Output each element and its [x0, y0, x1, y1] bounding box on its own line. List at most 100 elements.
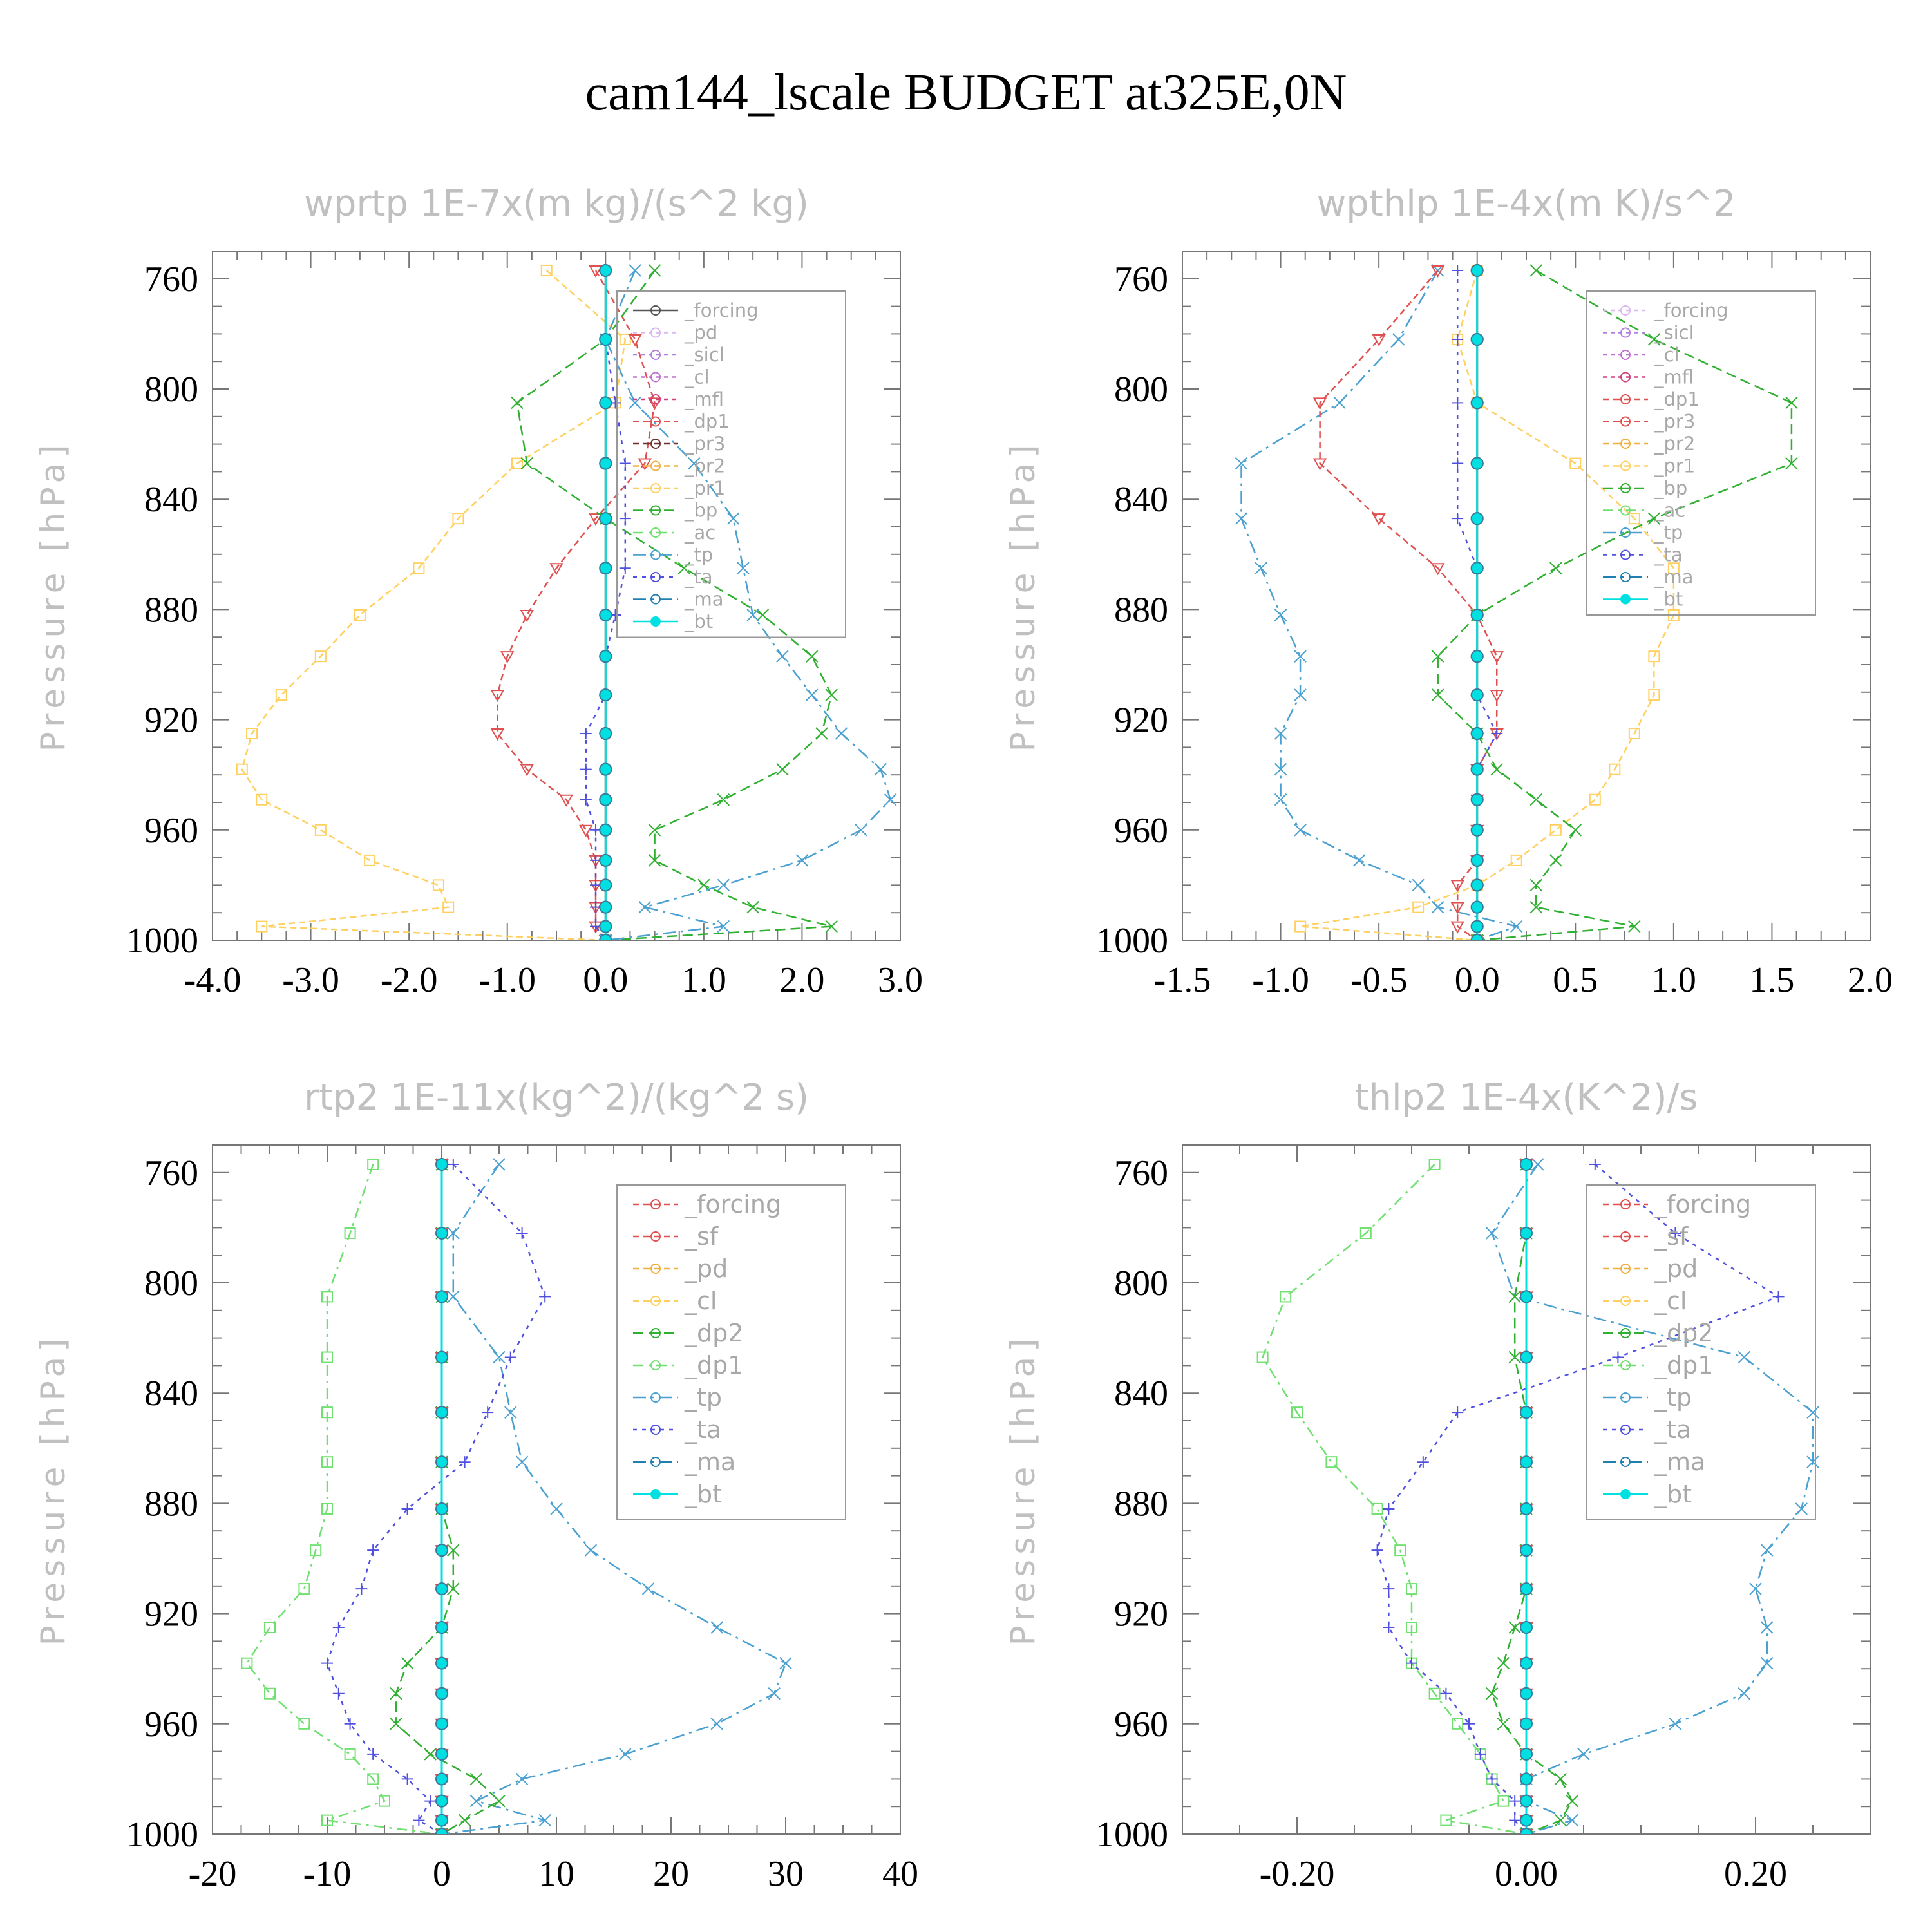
data-point — [619, 457, 631, 469]
data-point — [493, 1350, 506, 1364]
legend-marker — [1620, 460, 1631, 471]
data-point — [1470, 900, 1484, 914]
data-point — [1520, 1226, 1533, 1240]
data-point — [1508, 1350, 1521, 1364]
data-point — [1520, 1717, 1533, 1730]
data-point — [379, 1795, 390, 1807]
y-tick-label: 880 — [1114, 1484, 1168, 1524]
data-point — [1520, 1350, 1533, 1364]
y-axis-label: Pressure [hPa] — [34, 1334, 73, 1646]
legend: _forcing_pd_sicl_cl_mfl_dp1_pr3_pr2_pr1_… — [616, 290, 846, 638]
legend-box — [1586, 1184, 1816, 1520]
data-point — [1359, 1227, 1372, 1239]
series-line_dp2 — [1491, 1164, 1573, 1834]
y-tick-label: 760 — [1114, 260, 1168, 299]
data-point — [469, 1794, 483, 1808]
data-point — [432, 879, 444, 891]
y-tick-label: 840 — [144, 480, 198, 520]
data-point — [435, 1656, 448, 1670]
legend-label: _mfl — [684, 388, 724, 410]
data-point — [490, 728, 505, 741]
data-point — [500, 651, 515, 664]
data-point — [314, 824, 327, 836]
x-tick-label: 3.0 — [878, 960, 923, 1000]
data-point — [447, 1227, 460, 1240]
data-point — [1470, 263, 1484, 277]
data-point — [1383, 1583, 1395, 1595]
legend-label: _cl — [1654, 344, 1680, 366]
x-tick-label: 2.0 — [779, 960, 824, 1000]
legend-label: _ac — [684, 522, 715, 544]
data-point — [435, 1455, 448, 1469]
data-point — [435, 1350, 448, 1364]
data-point — [884, 793, 897, 806]
legend-box — [616, 1184, 846, 1520]
data-point — [1333, 396, 1346, 410]
data-point — [435, 1290, 448, 1303]
data-point — [619, 1748, 632, 1761]
legend-marker — [1620, 372, 1631, 383]
data-point — [1497, 1656, 1510, 1670]
data-point — [579, 824, 593, 837]
data-point — [539, 1291, 551, 1303]
data-point — [540, 264, 553, 276]
data-point — [355, 1583, 368, 1595]
legend-label: _tp — [684, 1383, 722, 1412]
data-point — [1274, 762, 1287, 776]
data-point — [599, 878, 612, 892]
x-tick-label: -4.0 — [184, 960, 242, 1000]
x-tick-label: -20 — [189, 1854, 237, 1894]
data-point — [1474, 1748, 1486, 1760]
x-tick-label: -1.0 — [1252, 960, 1309, 1000]
data-point — [599, 608, 612, 621]
series-group — [1256, 1157, 1819, 1834]
y-tick-label: 1000 — [126, 921, 198, 961]
legend-marker — [650, 1296, 661, 1306]
data-point — [1520, 1406, 1533, 1419]
data-point — [435, 1502, 448, 1515]
data-point — [1549, 562, 1562, 574]
data-point — [1509, 1795, 1521, 1807]
data-point — [1554, 1772, 1567, 1786]
data-point — [435, 1687, 448, 1700]
x-tick-label: -2.0 — [381, 960, 438, 1000]
data-point — [1470, 762, 1484, 776]
x-tick-label: 1.5 — [1749, 960, 1794, 1000]
legend-marker — [650, 394, 661, 404]
legend-label: _bp — [684, 500, 717, 522]
data-point — [520, 609, 534, 622]
legend-label: _sicl — [1654, 322, 1694, 344]
y-tick-label: 760 — [1114, 1153, 1168, 1193]
data-point — [648, 854, 661, 867]
data-point — [298, 1583, 310, 1595]
data-point — [795, 854, 809, 867]
legend-label: _forcing — [684, 299, 759, 321]
data-point — [1669, 1718, 1682, 1730]
legend-label: _ta — [684, 1416, 721, 1444]
data-point — [1450, 921, 1464, 934]
legend-marker — [650, 460, 661, 471]
data-point — [825, 688, 838, 701]
series-line_bp — [516, 270, 833, 940]
data-point — [1450, 880, 1464, 893]
series-line_dp1 — [497, 270, 656, 940]
y-tick-label: 960 — [1114, 1705, 1168, 1745]
data-point — [424, 1795, 437, 1807]
data-point — [1806, 1406, 1819, 1419]
data-point — [390, 1718, 402, 1730]
y-tick-label: 800 — [144, 1264, 198, 1303]
data-point — [516, 1227, 528, 1239]
data-point — [344, 1227, 356, 1239]
data-point — [1440, 1687, 1452, 1700]
x-tick-label: 2.0 — [1848, 960, 1893, 1000]
data-point — [776, 762, 789, 776]
data-point — [1383, 1502, 1395, 1515]
data-point — [805, 688, 819, 701]
data-point — [638, 458, 652, 471]
data-point — [1549, 854, 1562, 867]
plot-frame — [1182, 251, 1871, 941]
data-point — [1520, 1544, 1533, 1557]
series-group — [236, 263, 897, 940]
data-point — [493, 1794, 506, 1808]
data-point — [364, 854, 376, 866]
